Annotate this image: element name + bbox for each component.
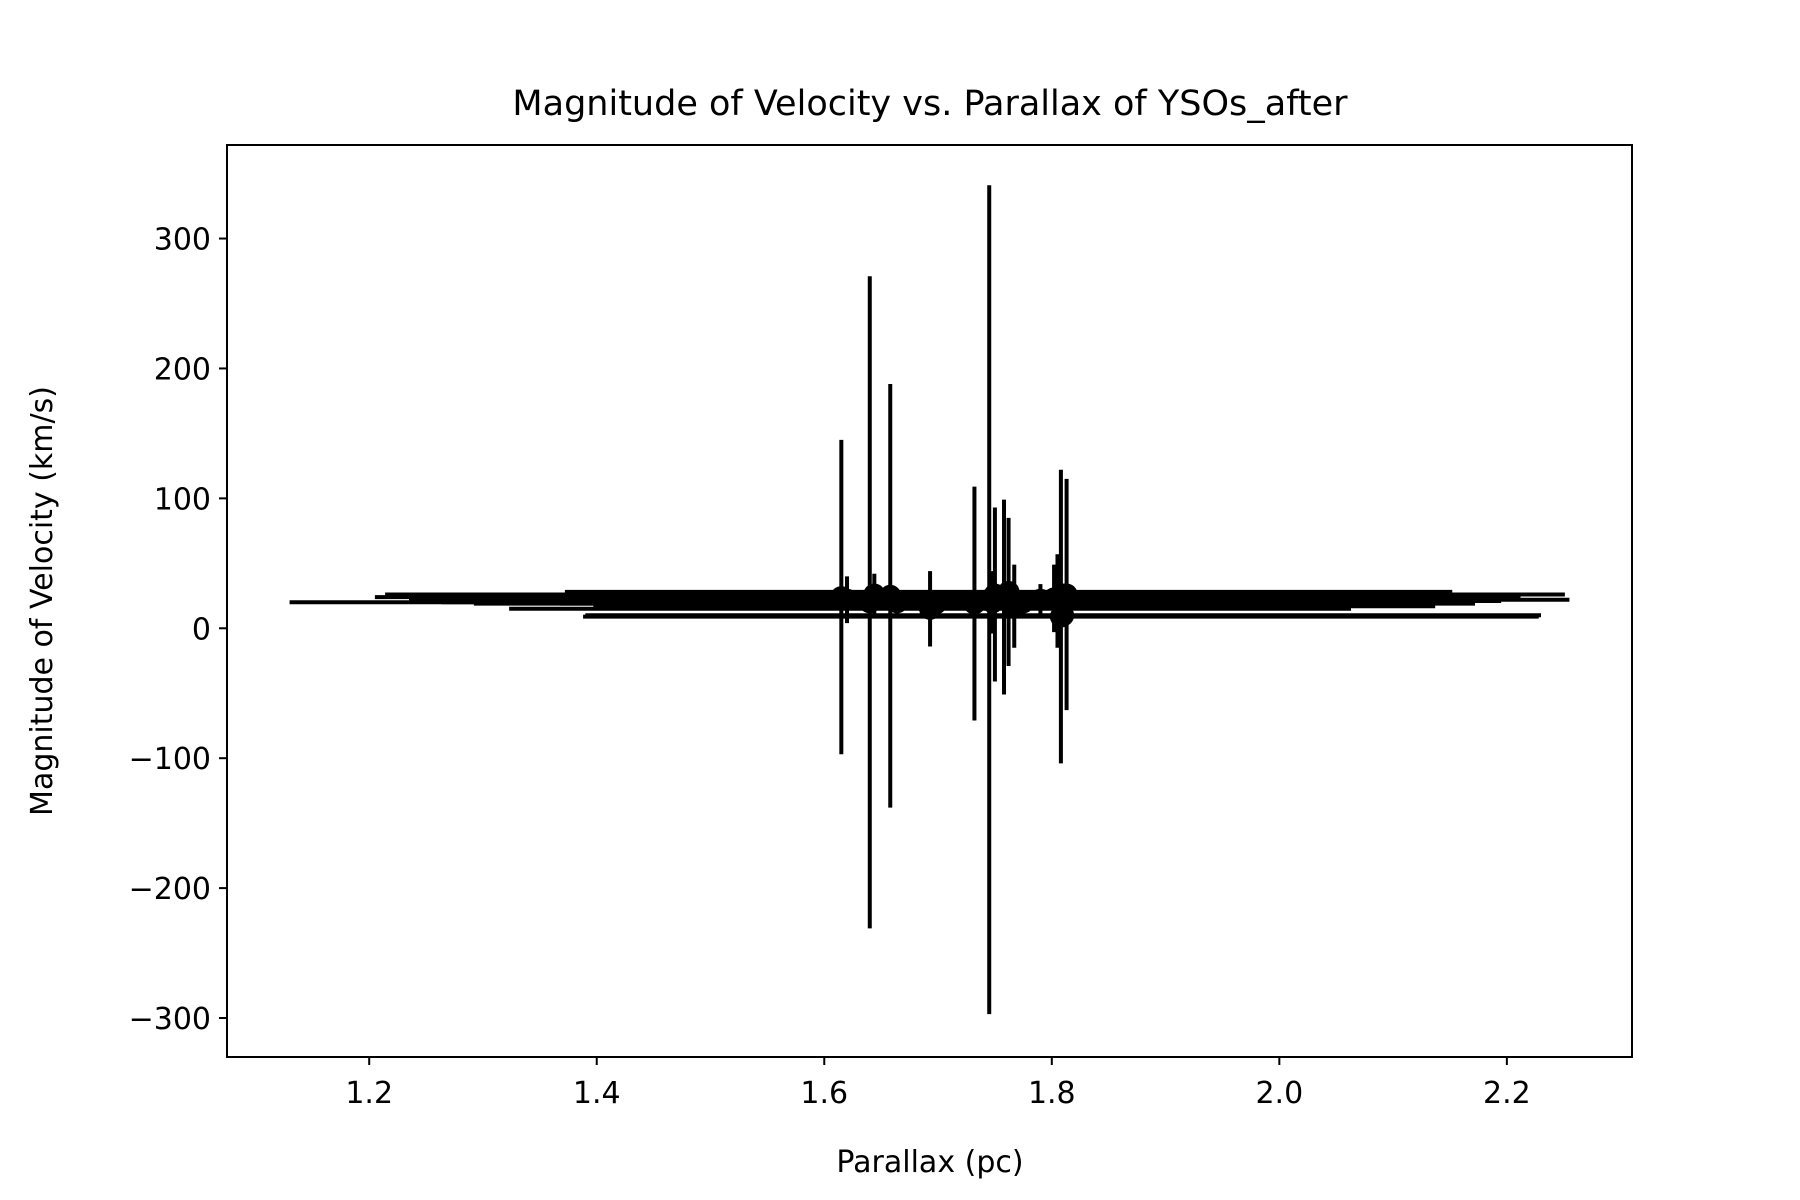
data-point-7 bbox=[924, 592, 947, 615]
x-tick-label-5: 2.2 bbox=[1483, 1076, 1531, 1111]
y-tick-label-5: 200 bbox=[154, 352, 211, 387]
plot-frame bbox=[226, 144, 1633, 1058]
chart-title: Magnitude of Velocity vs. Parallax of YS… bbox=[512, 84, 1348, 124]
data-point-15 bbox=[1012, 591, 1035, 614]
y-tick-label-3: 0 bbox=[192, 612, 211, 647]
y-tick-label-6: 300 bbox=[154, 223, 211, 258]
y-tick-label-1: −200 bbox=[129, 872, 211, 907]
x-tick-label-4: 2.0 bbox=[1255, 1076, 1303, 1111]
data-point-22 bbox=[1055, 583, 1078, 606]
data-point-20 bbox=[1052, 604, 1075, 627]
x-tick-label-1: 1.4 bbox=[573, 1076, 621, 1111]
data-point-5 bbox=[886, 591, 909, 614]
x-tick-label-2: 1.6 bbox=[800, 1076, 848, 1111]
data-point-1 bbox=[836, 588, 859, 611]
x-axis-label: Parallax (pc) bbox=[836, 1145, 1023, 1180]
x-axis: 1.2 1.4 1.6 1.8 2.0 2.2 bbox=[345, 1057, 1531, 1111]
y-axis: −300 −200 −100 0 100 200 300 bbox=[129, 223, 227, 1037]
x-tick-label-0: 1.2 bbox=[345, 1076, 393, 1111]
y-axis-label: Magnitude of Velocity (km/s) bbox=[25, 386, 60, 816]
y-tick-label-0: −300 bbox=[129, 1002, 211, 1037]
y-tick-label-2: −100 bbox=[129, 742, 211, 777]
x-tick-label-3: 1.8 bbox=[1028, 1076, 1076, 1111]
data-point-3 bbox=[863, 583, 886, 606]
y-tick-label-4: 100 bbox=[154, 482, 211, 517]
markers-group bbox=[830, 580, 1078, 628]
